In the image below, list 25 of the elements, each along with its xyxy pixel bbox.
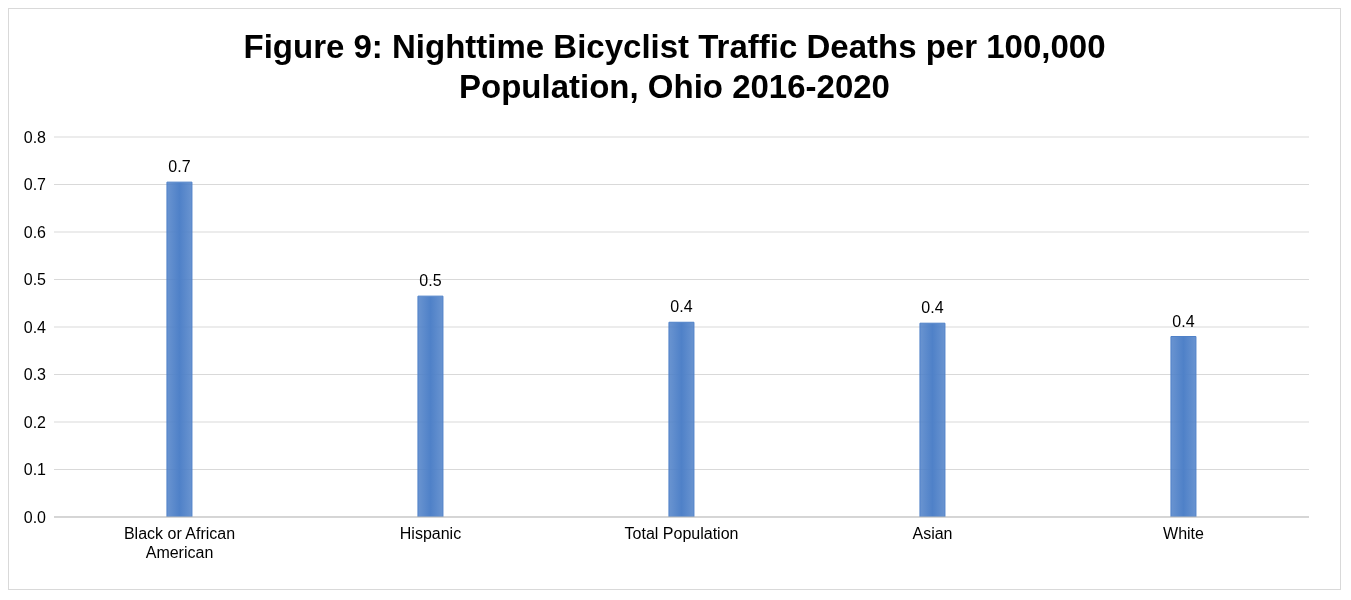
x-tick-label: Black or African American [123, 525, 236, 561]
y-tick-label: 0.0 [23, 508, 47, 526]
bar [1170, 336, 1197, 517]
data-label: 0.7 [168, 158, 191, 176]
x-tick-label: White [1163, 525, 1205, 542]
y-tick-label: 0.5 [23, 271, 47, 289]
chart-title: Figure 9: Nighttime Bicyclist Traffic Deaths per 100,000 Population, Ohio 2016-2020 [242, 27, 1107, 107]
bar [417, 295, 444, 517]
bar [166, 181, 193, 517]
data-label: 0.5 [419, 272, 442, 290]
data-label: 0.4 [670, 298, 693, 316]
y-tick-label: 0.2 [23, 413, 47, 431]
x-tick-label: Total Population [624, 525, 739, 542]
data-label: 0.4 [921, 299, 944, 317]
bar [919, 322, 946, 517]
data-label: 0.4 [1172, 312, 1195, 330]
x-tick-label: Hispanic [399, 525, 462, 542]
y-tick-label: 0.4 [23, 318, 47, 336]
y-tick-label: 0.7 [23, 176, 47, 194]
y-tick-label: 0.6 [23, 223, 47, 241]
y-tick-label: 0.3 [23, 366, 47, 384]
bar [668, 321, 695, 517]
x-tick-label: Asian [912, 525, 953, 542]
y-tick-label: 0.8 [23, 128, 47, 146]
y-tick-label: 0.1 [23, 461, 47, 479]
